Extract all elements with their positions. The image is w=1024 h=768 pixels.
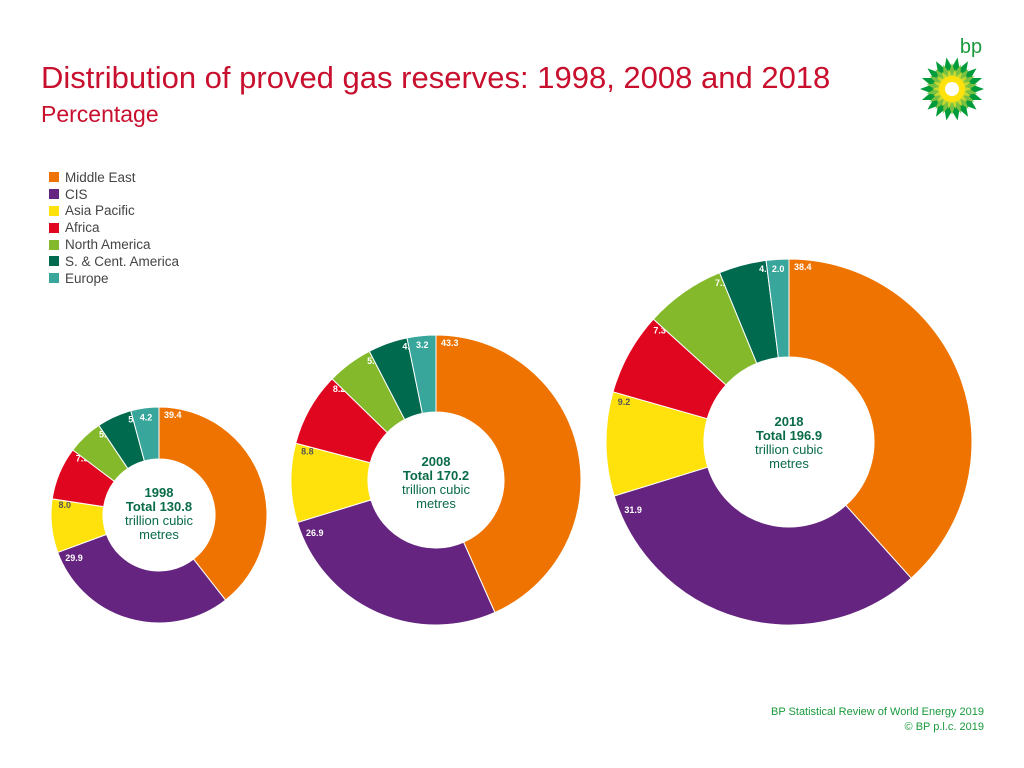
- legend-swatch: [49, 222, 59, 233]
- data-label: 38.4: [794, 262, 812, 272]
- donut-slice: [296, 499, 496, 626]
- data-label: 8.2: [333, 384, 346, 394]
- data-label: 7.1: [715, 278, 728, 288]
- data-label: 43.3: [441, 338, 459, 348]
- donut-center-year: 1998: [145, 485, 174, 500]
- donut-center-unit: metres: [139, 527, 179, 542]
- data-label: 4.2: [759, 264, 772, 274]
- donut-center-unit: metres: [416, 496, 456, 511]
- legend-label: Africa: [65, 220, 100, 236]
- legend-label: S. & Cent. America: [65, 253, 180, 269]
- donut-slice: [130, 406, 160, 462]
- data-label: 5.1: [367, 356, 380, 366]
- source-note: BP Statistical Review of World Energy 20…: [771, 705, 984, 735]
- data-label: 8.8: [301, 447, 314, 457]
- legend-label: North America: [65, 237, 151, 253]
- legend-item: Africa: [49, 219, 179, 236]
- copyright-line: © BP p.l.c. 2019: [904, 721, 984, 733]
- legend-swatch: [49, 172, 59, 183]
- donut-slice: [435, 334, 582, 614]
- donut-center-total: Total 170.2: [403, 468, 469, 483]
- legend-item: CIS: [49, 186, 179, 203]
- donut-center-unit: metres: [769, 456, 809, 471]
- data-label: 9.2: [618, 397, 631, 407]
- data-label: 39.4: [164, 410, 182, 420]
- legend-label: Middle East: [65, 169, 136, 185]
- data-label: 29.9: [65, 553, 83, 563]
- legend-label: CIS: [65, 186, 88, 202]
- legend-swatch: [49, 256, 59, 267]
- data-label: 3.2: [416, 340, 429, 350]
- legend-swatch: [49, 273, 59, 284]
- legend-swatch: [49, 239, 59, 250]
- helios-rays: [920, 57, 984, 121]
- donut-slice: [788, 258, 973, 579]
- legend-swatch: [49, 189, 59, 200]
- page-subtitle: Percentage: [41, 101, 159, 127]
- bp-logo: bp: [912, 30, 992, 126]
- data-label: 7.3: [653, 325, 666, 335]
- donut-center-year: 2018: [775, 414, 804, 429]
- donut-center-total: Total 130.8: [126, 499, 192, 514]
- donut-center-year: 2008: [422, 454, 451, 469]
- legend-item: North America: [49, 236, 179, 253]
- legend-label: Asia Pacific: [65, 203, 135, 219]
- donut-slice: [57, 533, 227, 624]
- data-label: 31.9: [624, 505, 642, 515]
- data-label: 7.9: [76, 453, 89, 463]
- legend-item: S. & Cent. America: [49, 253, 179, 270]
- legend-item: Middle East: [49, 169, 179, 186]
- bp-logo-text: bp: [960, 36, 982, 58]
- donut-center-unit: trillion cubic: [755, 442, 823, 457]
- donut-slice: [613, 466, 912, 626]
- page-title: Distribution of proved gas reserves: 199…: [41, 60, 831, 95]
- donut-slice: [158, 406, 268, 601]
- data-label: 8.0: [59, 500, 72, 510]
- donut-center-unit: trillion cubic: [125, 513, 193, 528]
- data-label: 2.0: [772, 264, 785, 274]
- legend-item: Europe: [49, 270, 179, 287]
- source-line: BP Statistical Review of World Energy 20…: [771, 706, 984, 718]
- data-label: 26.9: [306, 528, 324, 538]
- donut-center-unit: trillion cubic: [402, 482, 470, 497]
- legend: Middle East CIS Asia Pacific Africa North Am…: [49, 169, 179, 287]
- legend-item: Asia Pacific: [49, 203, 179, 220]
- donut-slice: [765, 258, 790, 359]
- legend-swatch: [49, 205, 59, 216]
- legend-label: Europe: [65, 270, 109, 286]
- bp-helios-icon: bp: [920, 36, 984, 121]
- donut-center-total: Total 196.9: [756, 428, 822, 443]
- data-label: 4.2: [140, 412, 153, 422]
- donut-slice: [406, 334, 437, 414]
